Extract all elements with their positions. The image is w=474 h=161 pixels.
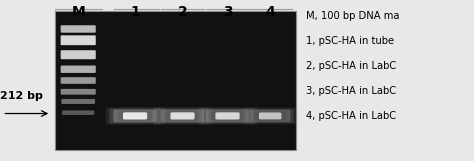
FancyBboxPatch shape bbox=[153, 107, 212, 124]
FancyBboxPatch shape bbox=[106, 107, 164, 124]
Text: 1, pSC-HA in tube: 1, pSC-HA in tube bbox=[306, 36, 394, 46]
FancyBboxPatch shape bbox=[61, 89, 96, 95]
FancyBboxPatch shape bbox=[198, 107, 257, 124]
Text: 2, pSC-HA in LabC: 2, pSC-HA in LabC bbox=[306, 61, 396, 71]
FancyBboxPatch shape bbox=[255, 111, 286, 121]
FancyBboxPatch shape bbox=[170, 112, 194, 119]
FancyBboxPatch shape bbox=[157, 109, 208, 123]
FancyBboxPatch shape bbox=[215, 112, 239, 119]
FancyBboxPatch shape bbox=[113, 109, 157, 122]
FancyBboxPatch shape bbox=[259, 112, 282, 119]
FancyBboxPatch shape bbox=[210, 111, 245, 121]
FancyBboxPatch shape bbox=[250, 110, 290, 122]
FancyBboxPatch shape bbox=[62, 99, 95, 104]
Text: 3, pSC-HA in LabC: 3, pSC-HA in LabC bbox=[306, 86, 396, 96]
FancyBboxPatch shape bbox=[202, 109, 253, 123]
Text: 2: 2 bbox=[178, 5, 187, 19]
Text: 212 bp: 212 bp bbox=[0, 91, 43, 101]
FancyBboxPatch shape bbox=[165, 111, 200, 121]
FancyBboxPatch shape bbox=[61, 25, 96, 33]
Text: 4, pSC-HA in LabC: 4, pSC-HA in LabC bbox=[306, 111, 396, 121]
Text: 3: 3 bbox=[223, 5, 232, 19]
FancyBboxPatch shape bbox=[206, 109, 249, 122]
Bar bbox=[55, 11, 296, 150]
FancyBboxPatch shape bbox=[109, 109, 161, 123]
Text: M, 100 bp DNA ma: M, 100 bp DNA ma bbox=[306, 11, 399, 21]
FancyBboxPatch shape bbox=[62, 110, 94, 115]
Text: M: M bbox=[71, 5, 85, 19]
Text: 1: 1 bbox=[130, 5, 140, 19]
FancyBboxPatch shape bbox=[61, 50, 96, 59]
FancyBboxPatch shape bbox=[61, 35, 96, 45]
FancyBboxPatch shape bbox=[61, 77, 96, 84]
FancyBboxPatch shape bbox=[243, 108, 298, 124]
FancyBboxPatch shape bbox=[118, 111, 152, 121]
FancyBboxPatch shape bbox=[161, 109, 204, 122]
Text: 4: 4 bbox=[265, 5, 275, 19]
FancyBboxPatch shape bbox=[61, 66, 96, 73]
FancyBboxPatch shape bbox=[123, 112, 147, 119]
FancyBboxPatch shape bbox=[246, 109, 294, 123]
